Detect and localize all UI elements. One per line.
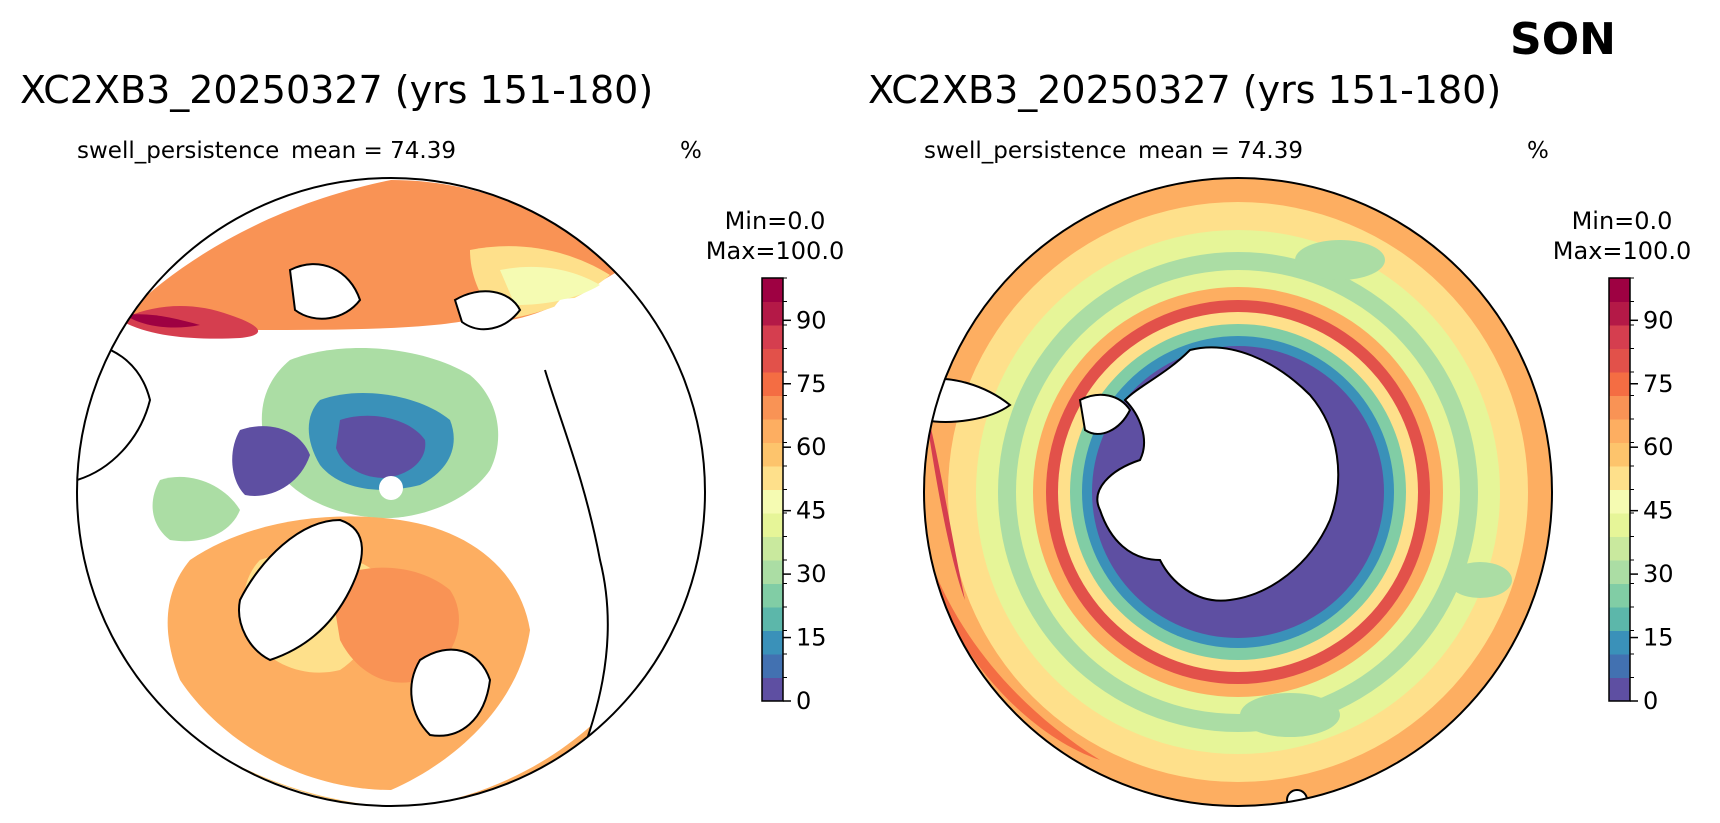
- panel-1-colorbar-swatch: [762, 372, 783, 396]
- panel-2-units: %: [1527, 138, 1549, 164]
- panel-1-colorbar-swatch: [762, 325, 783, 349]
- panel-1-variable: swell_persistence: [77, 138, 280, 164]
- panel-1-colorbar-swatch: [762, 607, 783, 631]
- panel-1-colorbar-tick-label: 90: [796, 306, 827, 334]
- panel-2-colorbar-swatch: [1609, 583, 1630, 608]
- panel-2-colorbar-swatch: [1609, 654, 1630, 678]
- panel-2-colorbar-swatch: [1609, 513, 1630, 537]
- panel-2-colorbar-tick-label: 75: [1643, 370, 1674, 398]
- panel-2-colorbar-tick-label: 30: [1643, 560, 1674, 588]
- panel-1-colorbar-swatch: [762, 419, 783, 443]
- panel-2-cbar-min: Min=0.0: [1571, 207, 1673, 235]
- panel-1-cbar-min: Min=0.0: [724, 207, 826, 235]
- panel-2-colorbar-swatch: [1609, 348, 1630, 373]
- panel-2-colorbar-swatch: [1609, 442, 1630, 467]
- panel-1-colorbar-swatch: [762, 278, 783, 302]
- panel-2-cbar-title: Min=0.0 Max=100.0: [1537, 206, 1707, 266]
- panel-1-colorbar-swatch: [762, 677, 783, 702]
- panel-1-colorbar-tick-label: 75: [796, 370, 827, 398]
- panel-2-colorbar-swatch: [1609, 560, 1630, 584]
- panel-1-colorbar-tick-label: 60: [796, 433, 827, 461]
- panel-1-colorbar-swatch: [762, 489, 783, 514]
- panel-1-units: %: [680, 138, 702, 164]
- panel-2-colorbar-tick-label: 60: [1643, 433, 1674, 461]
- panel-2-colorbar-swatch: [1609, 607, 1630, 631]
- panel-1-colorbar-swatch: [762, 301, 783, 326]
- north-map-boundary: [76, 177, 706, 807]
- panel-2-colorbar-swatch: [1609, 536, 1630, 561]
- north-polar-map: [77, 178, 705, 806]
- panel-1-colorbar-tick-label: 45: [796, 497, 827, 525]
- panel-2-variable: swell_persistence: [924, 138, 1127, 164]
- south-polar-map: [924, 178, 1552, 806]
- panel-1-colorbar-swatch: [762, 654, 783, 678]
- panel-1-colorbar-swatch: [762, 513, 783, 537]
- panel-1-colorbar-swatch: [762, 348, 783, 373]
- panel-1-colorbar-swatch: [762, 560, 783, 584]
- panel-1-colorbar-tick-label: 15: [796, 624, 827, 652]
- panel-2-colorbar-swatch: [1609, 278, 1630, 302]
- panel-2-colorbar-tick-label: 0: [1643, 687, 1658, 715]
- panel-1-title: XC2XB3_20250327 (yrs 151-180): [20, 68, 654, 112]
- panel-2-colorbar-swatch: [1609, 372, 1630, 396]
- panel-2-colorbar-swatch: [1609, 630, 1630, 655]
- panel-1-colorbar-swatch: [762, 395, 783, 420]
- panel-2-colorbar-swatch: [1609, 419, 1630, 443]
- panel-2-title: XC2XB3_20250327 (yrs 151-180): [868, 68, 1502, 112]
- panel-2-colorbar-swatch: [1609, 489, 1630, 514]
- panel-2-colorbar: 0 15 30 45 60 75 90: [1608, 277, 1674, 715]
- panel-2-colorbar-swatch: [1609, 395, 1630, 420]
- panel-2-colorbar-swatch: [1609, 325, 1630, 349]
- panel-1-cbar-title: Min=0.0 Max=100.0: [690, 206, 860, 266]
- panel-2-colorbar-swatch: [1609, 301, 1630, 326]
- panel-1-colorbar-swatch: [762, 536, 783, 561]
- panel-1-colorbar: 0 15 30 45 60 75 90: [761, 277, 827, 715]
- season-label: SON: [1510, 14, 1616, 65]
- panel-1-colorbar-swatch: [762, 630, 783, 655]
- panel-1-colorbar-swatch: [762, 583, 783, 608]
- panel-1-colorbar-swatch: [762, 466, 783, 490]
- panel-1-colorbar-swatch: [762, 442, 783, 467]
- panel-1-colorbar-tick-label: 30: [796, 560, 827, 588]
- panel-2-cbar-max: Max=100.0: [1552, 237, 1692, 265]
- panel-2-colorbar-swatch: [1609, 466, 1630, 490]
- panel-1-mean: mean = 74.39: [291, 138, 456, 164]
- south-map-boundary: [923, 177, 1553, 807]
- panel-2-colorbar-tick-label: 45: [1643, 497, 1674, 525]
- panel-2-colorbar-swatch: [1609, 677, 1630, 702]
- panel-1-colorbar-tick-label: 0: [796, 687, 811, 715]
- panel-2-mean: mean = 74.39: [1138, 138, 1303, 164]
- panel-2-colorbar-tick-label: 90: [1643, 306, 1674, 334]
- panel-2-colorbar-tick-label: 15: [1643, 624, 1674, 652]
- panel-1-cbar-max: Max=100.0: [705, 237, 845, 265]
